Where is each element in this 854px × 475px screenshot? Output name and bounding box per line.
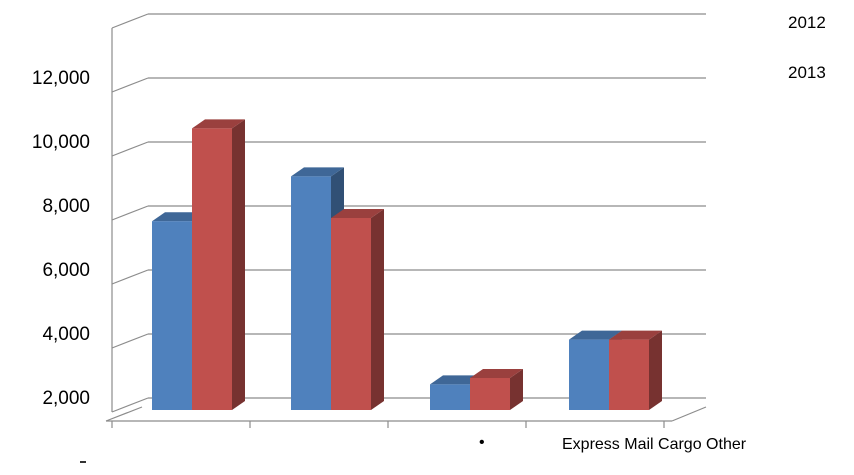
bar-top-2012-express <box>152 212 205 222</box>
bar-top-2012-mail <box>291 167 344 177</box>
bar-top-2012-other <box>569 330 622 340</box>
bar-2013-cargo <box>470 378 510 410</box>
bar-top-2012-cargo <box>430 375 483 385</box>
bar-2012-other <box>569 339 609 410</box>
bar-2012-mail <box>291 176 331 410</box>
bar-2013-express <box>192 128 232 410</box>
floor-edge <box>105 406 143 422</box>
floor-edge <box>671 406 707 422</box>
category-caption: Express Mail Cargo Other <box>562 436 747 453</box>
corner-mark <box>80 461 86 463</box>
gridline-side <box>111 77 149 93</box>
bar-top-2013-cargo <box>470 369 523 378</box>
bar-top-2013-mail <box>331 209 384 218</box>
legend-item-2012: 2012 <box>788 13 826 32</box>
bar-top-2013-express <box>192 119 245 129</box>
gridline-side <box>111 141 149 157</box>
bar-side-2013-cargo <box>510 369 523 410</box>
y-tick-label: 4,000 <box>42 324 90 345</box>
gridline-side <box>111 397 149 413</box>
bar-2013-mail <box>331 218 371 410</box>
gridline-side <box>111 333 149 349</box>
gridline-side <box>111 205 149 221</box>
bar-2012-express <box>152 221 192 410</box>
bar-2012-cargo <box>430 384 470 410</box>
y-tick-label: 6,000 <box>42 260 90 281</box>
category-bullet: • <box>479 434 485 451</box>
y-tick-label: 12,000 <box>32 68 90 89</box>
gridline-side <box>111 269 149 285</box>
y-tick-label: 2,000 <box>42 388 90 409</box>
legend-item-2013: 2013 <box>788 63 826 82</box>
bar-side-2013-mail <box>371 209 384 410</box>
bar-top-2013-other <box>609 330 662 340</box>
y-tick-label: 8,000 <box>42 196 90 217</box>
bar-side-2013-express <box>232 119 245 411</box>
bar-side-2013-other <box>649 330 662 410</box>
bar-2013-other <box>609 339 649 410</box>
y-tick-label: 10,000 <box>32 132 90 153</box>
gridline-side <box>111 13 149 29</box>
